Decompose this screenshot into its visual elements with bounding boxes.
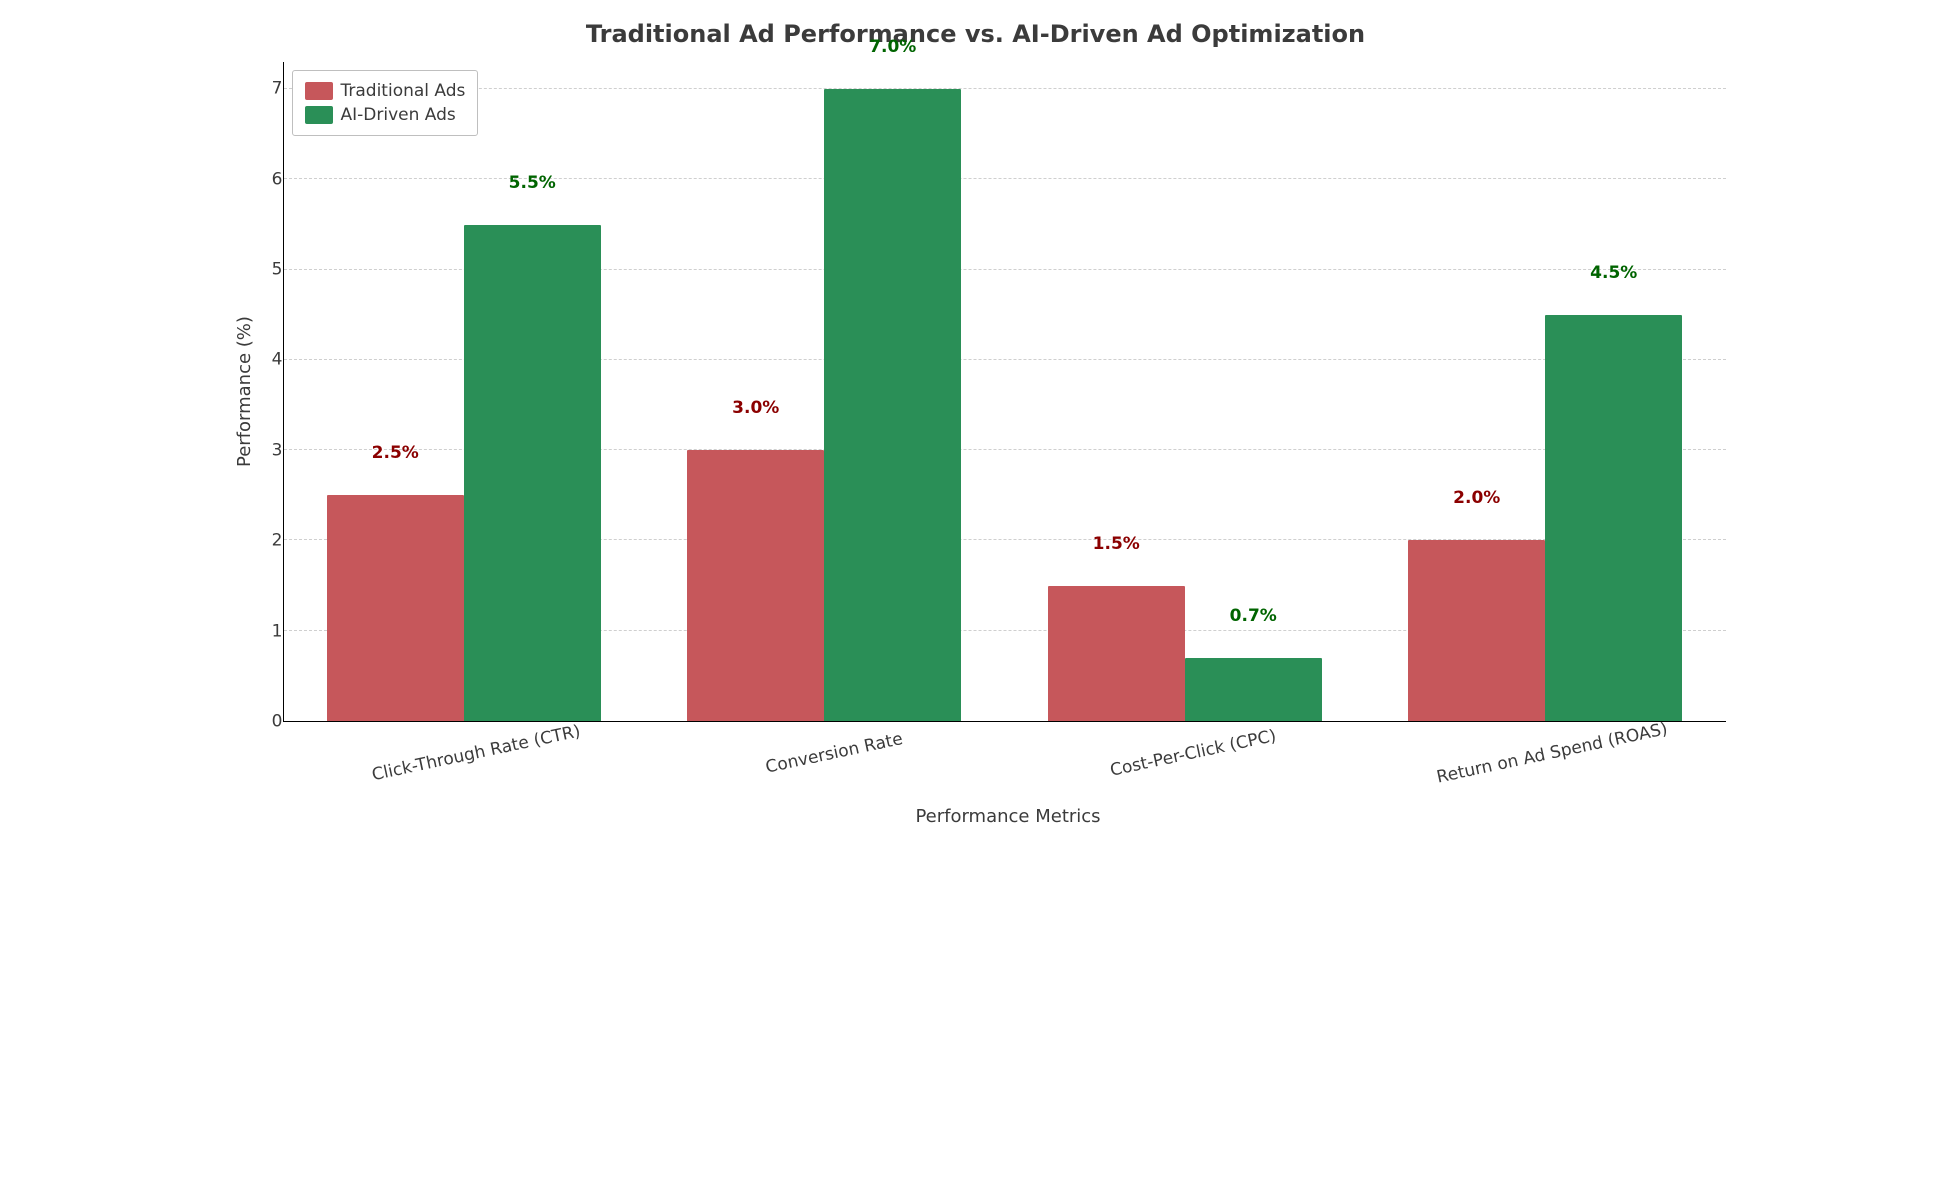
legend-item: Traditional Ads [305, 79, 466, 103]
x-axis-label: Performance Metrics [291, 806, 1726, 827]
legend-item: AI-Driven Ads [305, 103, 466, 127]
legend-label: AI-Driven Ads [341, 105, 456, 125]
grid-line [284, 178, 1726, 179]
bar-value-label: 0.7% [1230, 606, 1277, 632]
bar-value-label: 1.5% [1093, 534, 1140, 560]
y-tick-label: 2 [272, 533, 283, 550]
bar [824, 89, 961, 721]
bar [327, 495, 464, 721]
x-axis-block: Click-Through Rate (CTR)Conversion RateC… [291, 722, 1726, 827]
plot-area: Traditional Ads AI-Driven Ads 2.5% 5.5% 3.0… [283, 62, 1726, 722]
y-tick-label: 4 [272, 352, 283, 369]
chart-title: Traditional Ad Performance vs. AI-Driven… [226, 20, 1726, 48]
y-tick-label: 6 [272, 171, 283, 188]
y-tick-label: 3 [272, 442, 283, 459]
legend: Traditional Ads AI-Driven Ads [292, 70, 479, 136]
bar-value-label: 5.5% [509, 173, 556, 199]
x-axis-row: Click-Through Rate (CTR)Conversion RateC… [226, 722, 1726, 827]
grid-line [284, 88, 1726, 89]
bar-value-label: 2.0% [1453, 488, 1500, 514]
y-tick-label: 7 [272, 81, 283, 98]
y-axis-ticks: 76543210 [255, 62, 283, 722]
plot-row: Performance (%) 76543210 Traditional Ads… [226, 62, 1726, 722]
bar-value-label: 3.0% [732, 398, 779, 424]
y-tick-label: 0 [272, 714, 283, 731]
bar [1408, 540, 1545, 721]
legend-swatch [305, 82, 333, 100]
bar-value-label: 4.5% [1590, 263, 1637, 289]
bar [687, 450, 824, 721]
bar [464, 225, 601, 722]
bar [1545, 315, 1682, 721]
y-tick-label: 5 [272, 261, 283, 278]
bar [1048, 586, 1185, 721]
x-axis-spacer [226, 722, 291, 827]
bar-value-label: 7.0% [869, 37, 916, 63]
bar-value-label: 2.5% [372, 443, 419, 469]
chart-container: Traditional Ad Performance vs. AI-Driven… [226, 20, 1726, 827]
y-tick-label: 1 [272, 623, 283, 640]
legend-swatch [305, 106, 333, 124]
y-axis-label: Performance (%) [226, 62, 255, 722]
legend-label: Traditional Ads [341, 81, 466, 101]
x-axis-ticks: Click-Through Rate (CTR)Conversion RateC… [291, 726, 1726, 764]
